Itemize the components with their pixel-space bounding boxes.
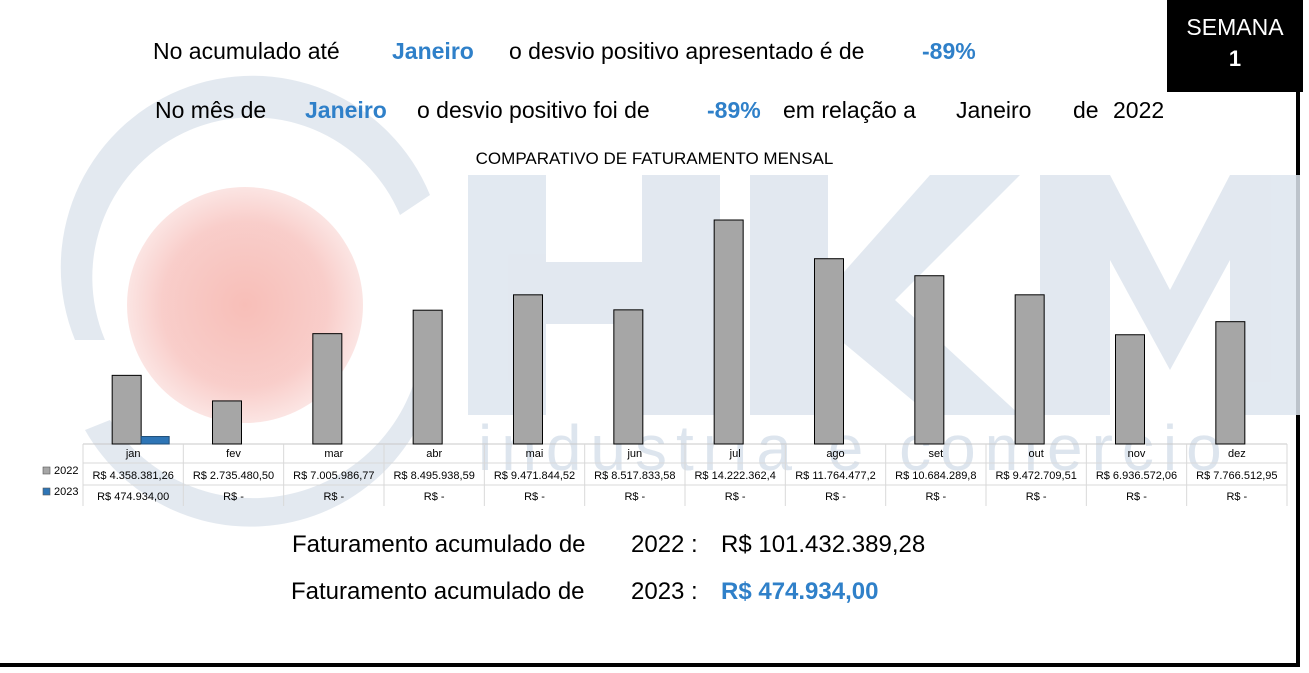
table-value-2022-mai: R$ 9.471.844,52 — [494, 470, 575, 482]
bar-2022-jul — [713, 219, 744, 445]
table-value-2022-nov: R$ 6.936.572,06 — [1096, 470, 1177, 482]
category-label-fev: fev — [226, 448, 241, 460]
month-middle: o desvio positivo foi de — [417, 97, 650, 123]
reference-month: Janeiro — [956, 97, 1032, 123]
bar-2022-fev — [212, 400, 242, 445]
bar-2022-nov — [1115, 334, 1145, 445]
cumulative-prefix: No acumulado até — [153, 38, 340, 64]
legend-key-2023 — [42, 487, 51, 496]
table-value-2022-set: R$ 10.684.289,8 — [895, 470, 976, 482]
bar-2022-jun — [613, 309, 644, 445]
bar-2022-set — [914, 275, 945, 445]
bar-2022-mai — [513, 294, 543, 445]
table-value-2022-jun: R$ 8.517.833,58 — [594, 470, 675, 482]
table-value-2023-ago: R$ - — [825, 491, 846, 503]
cumulative-month: Janeiro — [392, 38, 474, 64]
bar-2022-dez — [1215, 321, 1246, 445]
category-label-mai: mai — [526, 448, 544, 460]
table-value-2023-fev: R$ - — [223, 491, 244, 503]
category-label-out: out — [1029, 448, 1044, 460]
week-badge-label: SEMANA — [1186, 14, 1284, 40]
table-value-2022-fev: R$ 2.735.480,50 — [193, 470, 274, 482]
table-value-2023-jul: R$ - — [725, 491, 746, 503]
category-label-set: set — [928, 448, 943, 460]
summary-2022-label: Faturamento acumulado de — [292, 531, 586, 558]
summary-2023-value: R$ 474.934,00 — [721, 578, 879, 605]
cumulative-percent: -89% — [922, 38, 976, 64]
reference-year: 2022 — [1113, 97, 1165, 123]
table-value-2022-mar: R$ 7.005.986,77 — [293, 470, 374, 482]
table-value-2023-jun: R$ - — [624, 491, 645, 503]
summary-2023-label: Faturamento acumulado de — [291, 578, 585, 605]
table-value-2022-dez: R$ 7.766.512,95 — [1196, 470, 1277, 482]
table-value-2023-mai: R$ - — [524, 491, 545, 503]
table-value-2023-abr: R$ - — [424, 491, 445, 503]
table-value-2023-jan: R$ 474.934,00 — [97, 491, 169, 503]
week-badge-number: 1 — [1228, 46, 1242, 71]
legend-key-2022 — [42, 466, 51, 475]
table-value-2023-set: R$ - — [925, 491, 946, 503]
table-value-2023-nov: R$ - — [1126, 491, 1147, 503]
chart-title: COMPARATIVO DE FATURAMENTO MENSAL — [475, 149, 834, 168]
bar-2022-ago — [814, 258, 844, 445]
summary-2022-year: 2022 : — [631, 531, 698, 558]
bar-2022-mar — [312, 333, 343, 445]
table-value-2022-ago: R$ 11.764.477,2 — [795, 470, 876, 482]
relation-text: em relação a — [783, 97, 916, 123]
month-prefix: No mês de — [155, 97, 267, 123]
summary-2022-value: R$ 101.432.389,28 — [721, 531, 926, 558]
table-value-2023-mar: R$ - — [323, 491, 344, 503]
summary-2023-year: 2023 : — [631, 578, 698, 605]
table-value-2022-out: R$ 9.472.709,51 — [995, 470, 1076, 482]
table-value-2022-abr: R$ 8.495.938,59 — [393, 470, 474, 482]
bar-2023-jan — [140, 436, 170, 445]
category-label-ago: ago — [826, 448, 844, 460]
month-percent: -89% — [707, 97, 761, 123]
bar-2022-abr — [412, 309, 443, 445]
table-value-2022-jul: R$ 14.222.362,4 — [694, 470, 775, 482]
table-value-2023-dez: R$ - — [1226, 491, 1247, 503]
bar-2022-jan — [111, 374, 142, 445]
bar-2022-out — [1014, 294, 1045, 445]
category-label-jul: jul — [729, 448, 741, 460]
table-value-2023-out: R$ - — [1026, 491, 1047, 503]
week-badge: SEMANA 1 — [1167, 0, 1303, 92]
category-label-mar: mar — [324, 448, 343, 460]
category-label-jun: jun — [626, 448, 642, 460]
month-name: Janeiro — [305, 97, 387, 123]
table-value-2022-jan: R$ 4.358.381,26 — [92, 470, 173, 482]
cumulative-middle: o desvio positivo apresentado é de — [509, 38, 865, 64]
category-label-dez: dez — [1228, 448, 1246, 460]
category-label-abr: abr — [426, 448, 442, 460]
reference-de: de — [1073, 97, 1099, 123]
category-label-jan: jan — [125, 448, 141, 460]
legend-label-2022: 2022 — [54, 465, 78, 477]
legend-label-2023: 2023 — [54, 486, 78, 498]
category-label-nov: nov — [1128, 448, 1146, 460]
